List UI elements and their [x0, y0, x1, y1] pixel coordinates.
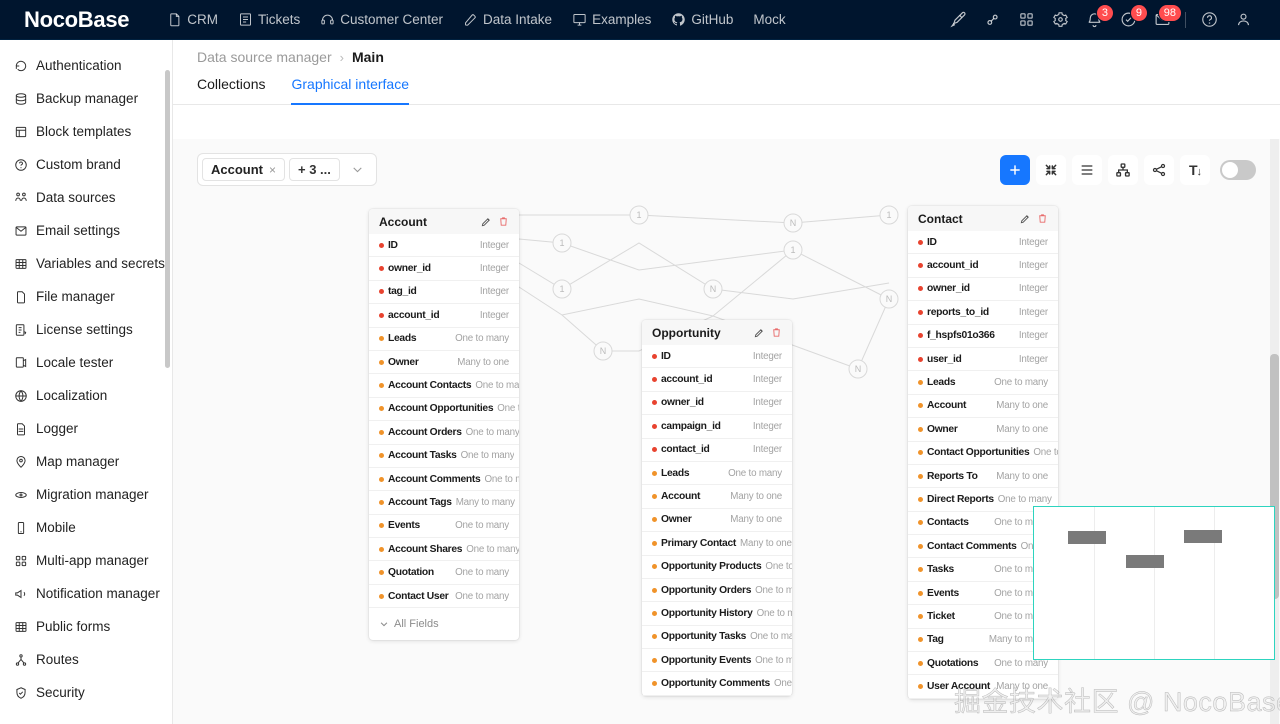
- svg-text:1: 1: [559, 238, 564, 248]
- svg-text:N: N: [855, 364, 862, 374]
- svg-text:N: N: [790, 218, 797, 228]
- svg-text:1: 1: [636, 210, 641, 220]
- svg-text:1: 1: [559, 284, 564, 294]
- svg-text:N: N: [886, 294, 893, 304]
- svg-text:1: 1: [790, 245, 795, 255]
- svg-text:N: N: [710, 284, 717, 294]
- svg-text:N: N: [600, 346, 607, 356]
- svg-text:1: 1: [886, 210, 891, 220]
